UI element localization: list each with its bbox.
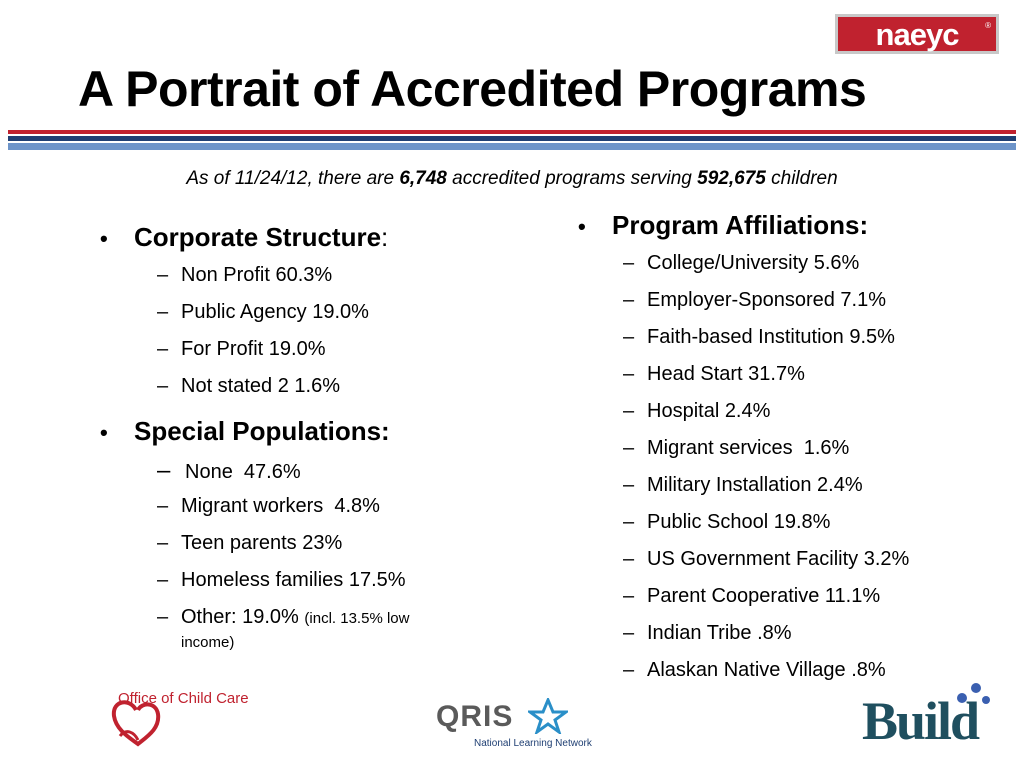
list-item: – Faith-based Institution 9.5% [623, 326, 895, 349]
list-item: – Non Profit 60.3% [157, 264, 333, 287]
list-item-text: Homeless families 17.5% [181, 569, 406, 592]
bullet-icon: • [578, 214, 586, 239]
other-note-text: (incl. 13.5% low income) [181, 610, 410, 652]
program-count: 6,748 [399, 168, 447, 189]
naeyc-logo-text: naeyc [875, 16, 960, 52]
subtitle: As of 11/24/12, there are 6,748 accredit… [0, 168, 1024, 190]
corporate-structure-heading: • Corporate Structure: [100, 222, 480, 253]
list-item: – Alaskan Native Village .8% [623, 659, 886, 682]
list-item-text: Public Agency 19.0% [181, 301, 369, 324]
list-item: – None 47.6% [157, 457, 301, 485]
list-item: – Head Start 31.7% [623, 363, 805, 386]
build-dots-icon [957, 683, 990, 704]
occ-logo-text: Office of Child Care [118, 690, 249, 707]
page-title: A Portrait of Accredited Programs [78, 61, 867, 117]
list-item-text: None 47.6% [185, 461, 301, 484]
heart-icon [111, 700, 161, 747]
children-count: 592,675 [697, 168, 766, 189]
program-affiliations-heading: • Program Affiliations: [578, 210, 998, 241]
list-item-text: Migrant services 1.6% [647, 437, 850, 460]
star-icon [528, 698, 568, 734]
special-heading-text: Special Populations: [134, 416, 390, 447]
list-item: – Public Agency 19.0% [157, 301, 369, 324]
qris-logo: QRIS National Learning Network [436, 698, 606, 755]
list-item-text: US Government Facility 3.2% [647, 548, 910, 571]
list-item-text: Not stated 2 1.6% [181, 375, 340, 398]
qris-logo-text: QRIS [436, 700, 514, 733]
list-item-text: Hospital 2.4% [647, 400, 771, 423]
list-item-text: Faith-based Institution 9.5% [647, 326, 895, 349]
subtitle-part2: accredited programs serving [446, 168, 698, 189]
list-item-text: College/University 5.6% [647, 252, 860, 275]
office-of-child-care-logo: Office of Child Care [108, 688, 268, 748]
special-populations-heading: • Special Populations: [100, 416, 480, 447]
subtitle-part1: As of 11/24/12, there are [186, 168, 400, 189]
left-column: • Corporate Structure: – Non Profit 60.3%… [100, 222, 480, 653]
build-logo-text: Build [862, 691, 980, 751]
list-item-text: Non Profit 60.3% [181, 264, 333, 287]
bullet-icon: • [100, 420, 108, 446]
title-divider [8, 130, 1016, 150]
list-item-text: For Profit 19.0% [181, 338, 326, 361]
qris-subtitle: National Learning Network [474, 738, 592, 749]
list-item: – Employer-Sponsored 7.1% [623, 289, 887, 312]
list-item: – Migrant workers 4.8% [157, 495, 380, 518]
list-item: – Not stated 2 1.6% [157, 375, 340, 398]
list-item: – Public School 19.8% [623, 511, 831, 534]
list-item-text: Employer-Sponsored 7.1% [647, 289, 887, 312]
list-item: – College/University 5.6% [623, 252, 860, 275]
list-item-text: Public School 19.8% [647, 511, 831, 534]
list-item: – Homeless families 17.5% [157, 569, 406, 592]
list-item: – Teen parents 23% [157, 532, 343, 555]
affiliations-heading-text: Program Affiliations: [612, 210, 869, 240]
naeyc-logo: naeyc ® [835, 14, 999, 54]
list-item: – Indian Tribe .8% [623, 622, 792, 645]
list-item: – For Profit 19.0% [157, 338, 326, 361]
list-item-text: Military Installation 2.4% [647, 474, 863, 497]
registered-mark-icon: ® [985, 21, 991, 30]
build-logo: Build [862, 680, 1012, 752]
right-column: • Program Affiliations: – College/Univers… [578, 210, 998, 695]
list-item-text: Indian Tribe .8% [647, 622, 792, 645]
list-item: – Other: 19.0% (incl. 13.5% low income) [157, 606, 410, 652]
list-item: – Military Installation 2.4% [623, 474, 863, 497]
subtitle-part3: children [765, 168, 838, 189]
corporate-heading-text: Corporate Structure [134, 222, 382, 252]
bullet-icon: • [100, 226, 108, 251]
list-item: – Hospital 2.4% [623, 400, 771, 423]
list-item-text: Parent Cooperative 11.1% [647, 585, 881, 608]
list-item-text: Head Start 31.7% [647, 363, 805, 386]
list-item-text: Migrant workers 4.8% [181, 495, 380, 518]
list-item-text: Alaskan Native Village .8% [647, 659, 886, 682]
list-item-text: Teen parents 23% [181, 532, 343, 555]
list-item: – US Government Facility 3.2% [623, 548, 910, 571]
corporate-heading-colon: : [381, 222, 389, 252]
list-item: – Parent Cooperative 11.1% [623, 585, 881, 608]
other-main-text: Other: 19.0% [181, 606, 305, 629]
list-item: – Migrant services 1.6% [623, 437, 850, 460]
